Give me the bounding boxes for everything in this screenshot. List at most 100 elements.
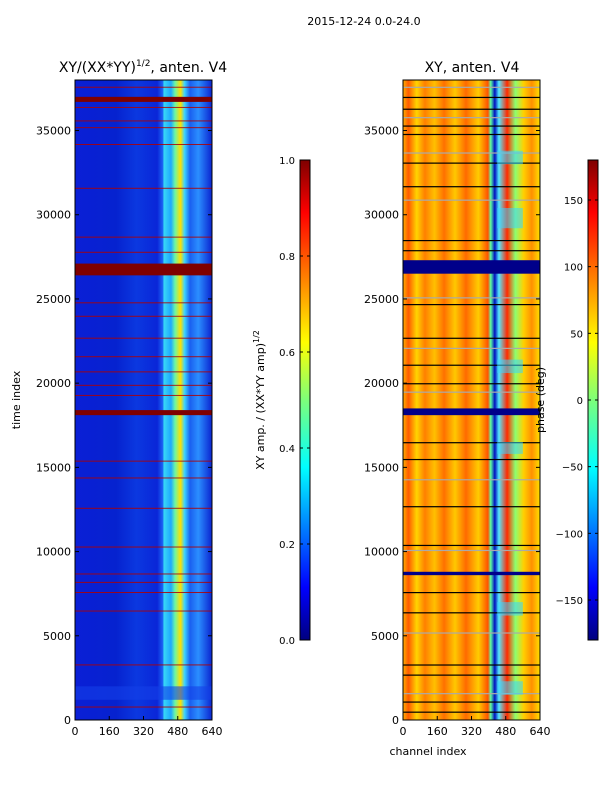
phase-flag-line	[403, 479, 540, 481]
amplitude-colorbar-label-exponent: 1/2	[252, 330, 261, 343]
phase-heatmap-image	[403, 80, 540, 720]
colorbar-tick-label: 0	[577, 396, 583, 407]
phase-flag-line	[403, 632, 540, 634]
colorbar-tick-label: 50	[570, 329, 583, 340]
colorbar-tick-label: 100	[564, 263, 583, 274]
colorbar-tick-label: 0.6	[279, 348, 295, 359]
amplitude-streak-row	[75, 315, 212, 317]
amplitude-streak-row	[75, 236, 212, 238]
phase-flag-line	[403, 442, 540, 444]
phase-flag-line	[403, 364, 540, 366]
amplitude-colorbar-label: XY amp. / (XX*YY amp)1/2	[252, 330, 267, 470]
amplitude-panel-title: XY/(XX*YY)1/2, anten. V4	[59, 59, 227, 76]
amplitude-streak-row	[75, 477, 212, 479]
amplitude-streak-row	[75, 394, 212, 396]
phase-flag-line	[403, 125, 540, 127]
phase-flag-line	[403, 612, 540, 614]
amplitude-colorbar-label-main: XY amp. / (XX*YY amp)	[254, 343, 267, 470]
phase-flag-line	[403, 458, 540, 461]
phase-ytick-label: 10000	[364, 546, 399, 559]
amplitude-streak-row	[75, 507, 212, 509]
amplitude-streak-row	[75, 86, 212, 88]
phase-noise-patch	[497, 442, 523, 454]
phase-ytick-label: 25000	[364, 293, 399, 306]
phase-xtick-label: 320	[461, 725, 482, 738]
phase-flag-line	[403, 544, 540, 547]
phase-ytick-label: 30000	[364, 209, 399, 222]
colorbar-tick-label: 150	[564, 196, 583, 207]
figure-suptitle: 2015-12-24 0.0-24.0	[307, 15, 420, 28]
colorbar-tick-label: 0.8	[279, 252, 295, 263]
amplitude-ytick-label: 0	[64, 714, 71, 727]
amplitude-xtick-label: 320	[133, 725, 154, 738]
phase-flag-line	[403, 701, 540, 703]
amplitude-streak-row	[75, 592, 212, 593]
amplitude-streak-row	[75, 302, 212, 304]
amplitude-ytick-label: 5000	[43, 630, 71, 643]
phase-flag-line	[403, 347, 540, 349]
amplitude-streak-row	[75, 187, 212, 189]
phase-x-axis-label: channel index	[389, 745, 467, 758]
amplitude-ytick-label: 15000	[36, 461, 71, 474]
amplitude-streak-row	[75, 337, 212, 339]
amplitude-title-main: XY/(XX*YY)	[59, 60, 136, 76]
phase-flag-line	[403, 240, 540, 242]
amplitude-title-exponent: 1/2	[136, 59, 150, 69]
amplitude-streak-row	[75, 251, 212, 253]
phase-flag-line	[403, 549, 540, 552]
phase-ytick-label: 35000	[364, 125, 399, 138]
amplitude-streak-row	[75, 384, 212, 386]
amplitude-colorbar-ticks: 0.0 0.2 0.4 0.6 0.8 1.0	[279, 156, 310, 647]
phase-flag-line	[403, 674, 540, 676]
phase-gap-row	[403, 408, 540, 416]
amplitude-ytick-label: 20000	[36, 377, 71, 390]
colorbar-tick-label: −50	[562, 463, 583, 474]
phase-ytick-label: 5000	[371, 630, 399, 643]
colorbar-tick-label: 0.0	[279, 636, 295, 647]
phase-xtick-label: 640	[530, 725, 551, 738]
amplitude-x-ticks: 0 160 320 480 640	[72, 716, 223, 738]
colorbar-tick-label: −100	[556, 529, 583, 540]
phase-flag-line	[403, 297, 540, 299]
phase-heatmap-rows	[403, 86, 540, 713]
amplitude-flagged-row	[75, 410, 212, 416]
amplitude-heatmap-image	[75, 80, 212, 720]
phase-flag-line	[403, 186, 540, 188]
amplitude-colorbar: 0.0 0.2 0.4 0.6 0.8 1.0 XY amp. / (XX*YY amp)…	[252, 156, 311, 647]
phase-flag-line	[403, 304, 540, 306]
amplitude-flagged-row	[75, 96, 212, 102]
amplitude-streak-row	[75, 546, 212, 548]
phase-gap-row	[403, 571, 540, 576]
amplitude-xtick-label: 0	[72, 725, 79, 738]
amplitude-flagged-row	[75, 263, 212, 276]
amplitude-streak-row	[75, 706, 212, 708]
colorbar-tick-label: 0.4	[279, 444, 295, 455]
phase-noise-patch	[497, 150, 523, 165]
phase-gap-row	[403, 260, 540, 274]
amplitude-ytick-label: 10000	[36, 546, 71, 559]
amplitude-streak-row	[75, 581, 212, 583]
colorbar-tick-label: 0.2	[279, 540, 295, 551]
amplitude-streak-row	[75, 460, 212, 462]
amplitude-speckle-band	[75, 686, 212, 700]
phase-x-ticks: 0 160 320 480 640	[400, 716, 551, 738]
phase-xtick-label: 480	[495, 725, 516, 738]
phase-noise-patch	[497, 602, 523, 616]
phase-panel-title: XY, anten. V4	[425, 60, 520, 76]
phase-flag-line	[403, 383, 540, 385]
amplitude-panel: XY/(XX*YY)1/2, anten. V4 0 5000 10000 15000…	[10, 59, 227, 738]
amplitude-xtick-label: 160	[99, 725, 120, 738]
phase-flag-line	[403, 117, 540, 119]
phase-flag-line	[403, 711, 540, 713]
phase-flag-line	[403, 337, 540, 339]
phase-flag-line	[403, 506, 540, 508]
colorbar-tick-label: 1.0	[279, 156, 295, 167]
amplitude-streak-row	[75, 120, 212, 122]
amplitude-title-tail: , anten. V4	[150, 60, 227, 76]
phase-flag-line	[403, 133, 540, 136]
phase-flag-line	[403, 86, 540, 88]
phase-flag-line	[403, 152, 540, 154]
amplitude-streak-row	[75, 610, 212, 612]
phase-flag-line	[403, 199, 540, 201]
